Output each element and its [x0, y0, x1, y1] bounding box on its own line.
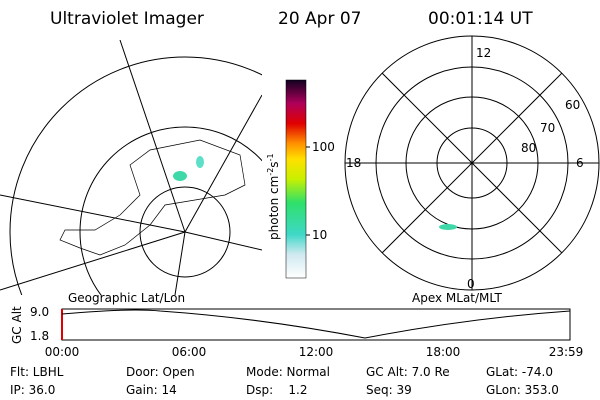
info-field: GLon: 353.0 — [486, 383, 559, 397]
colorbar-tick: 10 — [312, 228, 327, 242]
colorbar — [285, 79, 307, 279]
info-field: IP: 36.0 — [10, 383, 55, 397]
label: -1 — [266, 153, 275, 161]
colorbar-tick: 100 — [312, 140, 335, 154]
info-field: GC Alt: 7.0 Re — [366, 365, 450, 379]
date: 20 Apr 07 — [278, 9, 361, 29]
lat-label: 70 — [540, 121, 555, 135]
hour-label: 6 — [576, 156, 584, 170]
alt-x-label: 00:00 — [45, 345, 80, 359]
info-field: Mode: Normal — [246, 365, 330, 379]
alt-x-label: 06:00 — [172, 345, 207, 359]
alt-y-label: 9.0 — [30, 305, 49, 319]
geo-label: Geographic Lat/Lon — [68, 291, 185, 305]
alt-panel — [61, 308, 571, 341]
hour-label: 18 — [346, 156, 361, 170]
info-field: GLat: -74.0 — [486, 365, 553, 379]
geo-map — [0, 40, 262, 295]
hour-label: 0 — [467, 277, 475, 291]
alt-x-label: 23:59 — [549, 345, 584, 359]
alt-x-label: 18:00 — [426, 345, 461, 359]
alt-curve — [61, 309, 571, 339]
info-field: Gain: 14 — [126, 383, 177, 397]
time: 00:01:14 UT — [428, 9, 533, 29]
info-field: Flt: LBHL — [10, 365, 64, 379]
alt-x-label: 12:00 — [299, 345, 334, 359]
polar-label: Apex MLat/MLT — [412, 291, 502, 305]
hour-label: 12 — [476, 46, 491, 60]
info-field: Door: Open — [126, 365, 195, 379]
info-field: Seq: 39 — [366, 383, 412, 397]
alt-axis-label: GC Alt — [10, 306, 24, 344]
info-field: Dsp: 1.2 — [246, 383, 308, 397]
lat-label: 80 — [521, 141, 536, 155]
title: Ultraviolet Imager — [50, 9, 204, 29]
colorbar-label: photon cm-2s-1 — [266, 153, 281, 240]
alt-y-label: 1.8 — [30, 329, 49, 343]
label: photon cm — [267, 176, 281, 240]
lat-label: 60 — [565, 98, 580, 112]
polar-plot — [344, 35, 600, 291]
label: s — [267, 161, 281, 167]
label: -2 — [266, 168, 275, 176]
info: Flt: LBHL Door: Open Mode: Normal GC Alt: 7… — [10, 365, 559, 397]
